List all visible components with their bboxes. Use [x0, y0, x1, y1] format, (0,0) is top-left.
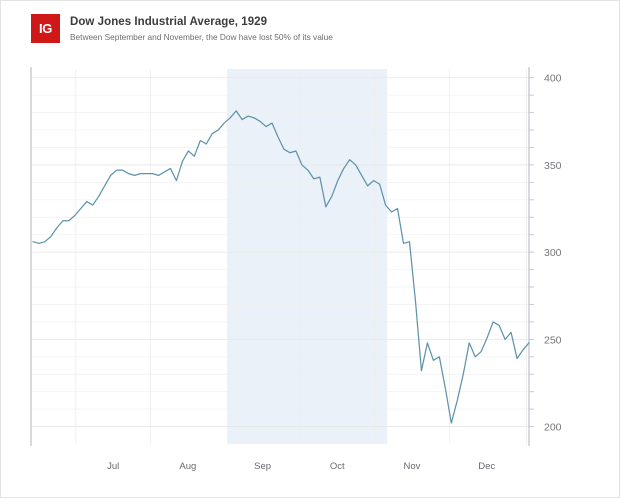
title-block: Dow Jones Industrial Average, 1929 Betwe…	[70, 14, 333, 43]
x-axis-tick-label: Aug	[179, 461, 196, 472]
x-axis-tick-label: Sep	[254, 461, 271, 472]
highlight-band-group	[227, 69, 388, 444]
horizontal-gridlines	[31, 77, 529, 427]
y-axis-tick-label: 300	[544, 247, 562, 259]
y-axis-labels: 400 350 300 250 200	[544, 73, 562, 434]
y-axis-tick-label: 350	[544, 160, 562, 172]
series-line-group	[32, 110, 530, 424]
x-axis-tick-label: Oct	[330, 461, 345, 472]
y-tick-marks	[529, 77, 534, 428]
highlight-band	[227, 69, 388, 444]
series-line	[32, 110, 530, 424]
ig-logo: IG	[31, 14, 60, 43]
vertical-gridlines	[75, 69, 527, 444]
y-axis-tick-label: 200	[544, 422, 562, 434]
y-axis-tick-label: 250	[544, 334, 562, 346]
ig-logo-text: IG	[38, 21, 53, 36]
chart-header: IG Dow Jones Industrial Average, 1929 Be…	[31, 14, 333, 43]
x-axis-tick-label: Dec	[478, 461, 495, 472]
x-axis-labels: Jul Aug Sep Oct Nov Dec	[107, 461, 495, 472]
y-axis-tick-label: 400	[544, 73, 562, 85]
axis-lines	[30, 67, 530, 446]
x-axis-tick-label: Jul	[107, 461, 119, 472]
x-axis-tick-label: Nov	[404, 461, 421, 472]
page-subtitle: Between September and November, the Dow …	[70, 32, 333, 43]
page-title: Dow Jones Industrial Average, 1929	[70, 16, 268, 28]
